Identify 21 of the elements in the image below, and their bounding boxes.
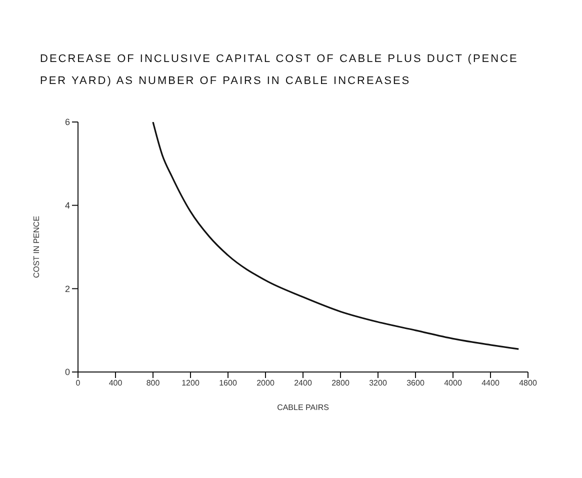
- x-tick-label: 2400: [294, 378, 312, 388]
- x-tick-label: 4800: [519, 378, 538, 388]
- y-tick-label: 6: [64, 117, 70, 128]
- x-tick-label: 2000: [256, 378, 275, 388]
- x-tick-label: 2800: [332, 378, 350, 388]
- x-tick-label: 4000: [444, 378, 462, 388]
- y-tick-label: 2: [64, 284, 70, 294]
- x-tick-label: 800: [146, 378, 160, 388]
- x-tick-label: 4400: [482, 378, 500, 388]
- x-tick-label: 0: [76, 378, 81, 388]
- y-tick-label: 0: [64, 367, 70, 378]
- x-axis-title: CABLE PAIRS: [277, 403, 329, 412]
- y-tick-label: 4: [64, 200, 70, 211]
- x-tick-label: 1600: [219, 378, 238, 388]
- x-tick-label: 400: [108, 378, 123, 388]
- line-series: [152, 122, 520, 350]
- y-axis-title: COST IN PENCE: [32, 216, 41, 278]
- x-tick-label: 1200: [182, 378, 200, 388]
- x-tick-label: 3600: [406, 378, 425, 388]
- chart-title: DECREASE OF INCLUSIVE CAPITAL COST OF CABLE PLUS DUCT (PENCE PER YARD) AS NUMBER OF PAIRS IN CABLE INCREASES: [39, 52, 520, 89]
- x-tick-label: 3200: [369, 378, 388, 388]
